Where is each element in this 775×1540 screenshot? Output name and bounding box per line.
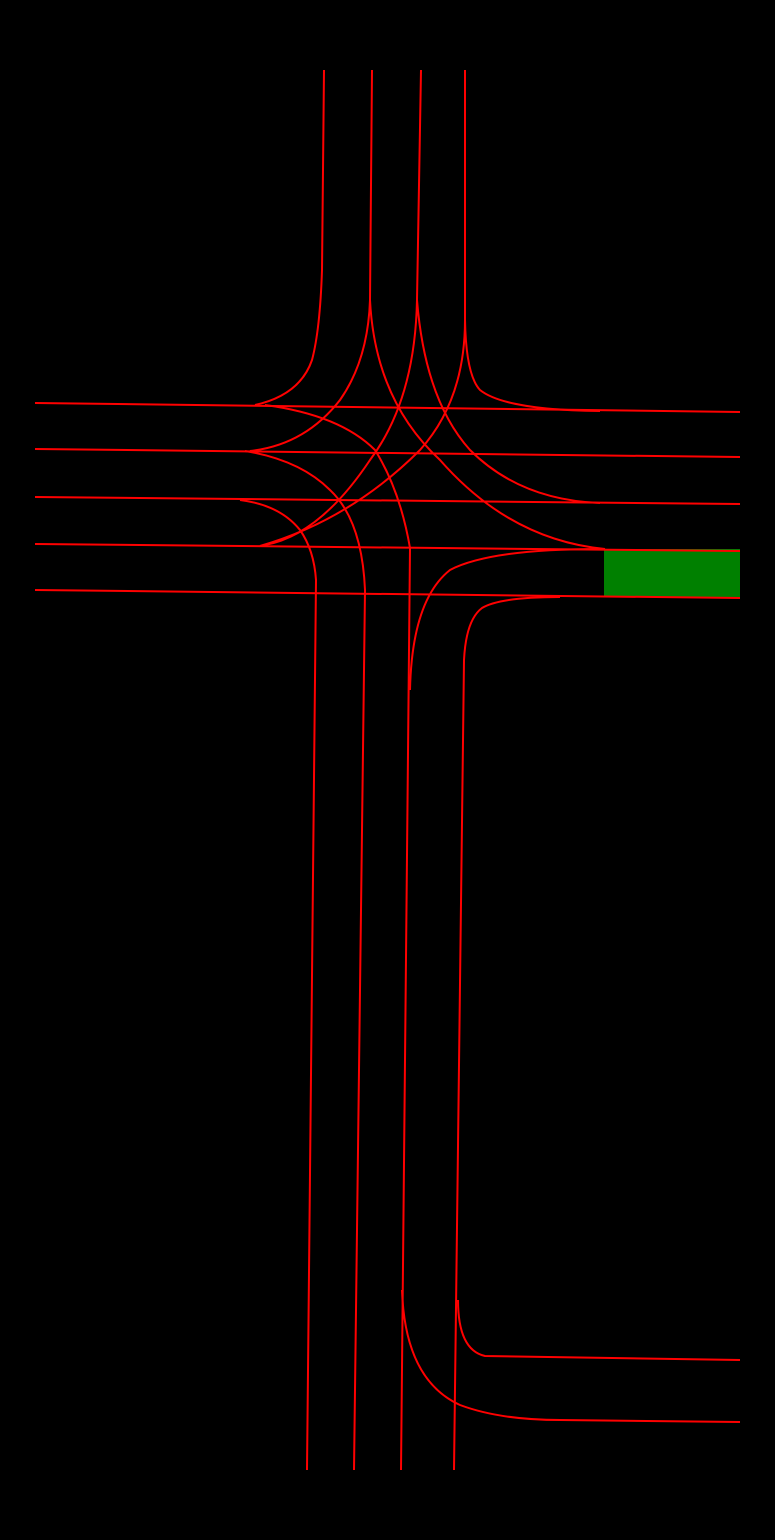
highlighted-lane	[604, 549, 740, 597]
lane-line	[416, 299, 601, 504]
lane-line	[239, 499, 318, 1471]
lane-line	[249, 69, 373, 452]
lane-line	[34, 448, 741, 458]
lane-line	[34, 402, 741, 413]
lane-line	[34, 496, 741, 505]
lane-line	[34, 543, 741, 552]
lane-line	[244, 450, 367, 1471]
lane-line	[264, 404, 412, 1471]
lane-line	[401, 1289, 741, 1423]
lane-line	[259, 319, 466, 547]
lane-line	[34, 589, 741, 599]
lane-line	[409, 548, 601, 691]
lane-line	[369, 299, 606, 550]
lane-line	[453, 596, 561, 1471]
lane-line	[457, 1299, 741, 1361]
lane-line	[254, 69, 325, 406]
lane-line	[464, 70, 601, 412]
